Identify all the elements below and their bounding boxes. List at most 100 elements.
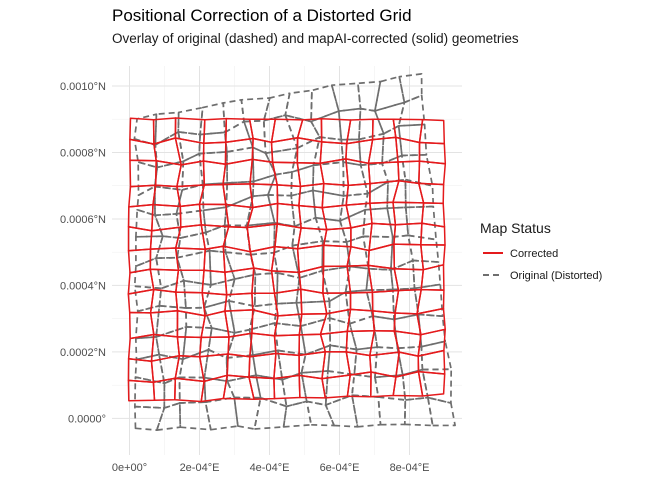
- x-axis-ticks: 0e+00° 2e-04°E 4e-04°E 6e-04°E 8e-04°E: [112, 462, 430, 474]
- corrected-grid-cell: [149, 310, 179, 338]
- corrected-grid-cell: [149, 288, 179, 314]
- corrected-grid-cell: [371, 289, 400, 314]
- corrected-grid-cell: [321, 351, 351, 380]
- corrected-grid-cell: [174, 224, 206, 251]
- original-grid-cell: [225, 354, 257, 383]
- legend-title: Map Status: [480, 220, 551, 236]
- y-tick-label: 0.0008°N: [60, 147, 106, 159]
- corrected-grid-cell: [248, 376, 276, 400]
- corrected-grid-cell: [198, 353, 229, 383]
- x-tick-label: 4e-04°E: [250, 462, 290, 474]
- original-grid-cell: [364, 181, 389, 211]
- original-grid-cell: [133, 257, 163, 290]
- original-grid-cell: [339, 192, 369, 222]
- original-grid-cell: [413, 283, 444, 318]
- corrected-grid-cell: [392, 201, 425, 226]
- panel-gridlines: [112, 66, 462, 455]
- corrected-grid-cell: [420, 243, 446, 271]
- corrected-grid-cell: [276, 202, 302, 229]
- original-grid-cell: [365, 288, 395, 321]
- original-grid-cell: [314, 216, 348, 243]
- original-grid-cell: [390, 234, 414, 271]
- original-grid-cell: [357, 80, 382, 112]
- corrected-grid-cell: [129, 117, 155, 145]
- original-grid-cell: [404, 205, 437, 241]
- y-tick-label: 0.0006°N: [60, 214, 106, 226]
- original-grid-cell: [401, 153, 434, 187]
- corrected-grid-cell: [224, 309, 254, 338]
- corrected-grid-cell: [270, 270, 302, 295]
- original-grid-cell: [262, 114, 299, 155]
- original-grid-cell: [203, 348, 229, 383]
- corrected-grid-cell: [175, 291, 206, 317]
- corrected-grid-cell: [222, 225, 252, 253]
- original-grid-cell: [155, 326, 188, 361]
- y-tick-label: 0.0000°: [68, 413, 106, 425]
- original-grid-cell: [312, 189, 345, 222]
- original-grid-cell: [330, 82, 362, 112]
- original-grid-cell: [175, 209, 207, 239]
- original-grid-cell: [177, 106, 204, 136]
- corrected-grid-cell: [372, 310, 396, 332]
- chart-subtitle: Overlay of original (dashed) and mapAI-c…: [112, 31, 519, 46]
- corrected-grid-cell: [203, 245, 226, 273]
- corrected-grid-cell: [417, 370, 446, 397]
- x-tick-label: 8e-04°E: [390, 462, 430, 474]
- original-grid-cell: [177, 131, 201, 163]
- original-grid-cell: [327, 344, 358, 376]
- original-grid-cell: [358, 107, 385, 141]
- corrected-grid-cell: [127, 203, 154, 232]
- original-grid-cell: [155, 402, 182, 431]
- corrected-grid-cell: [418, 118, 446, 145]
- corrected-grid-cell: [128, 311, 155, 340]
- original-grid-cell: [136, 185, 156, 217]
- original-grid-cell: [337, 107, 362, 141]
- x-tick-label: 0e+00°: [112, 462, 147, 474]
- original-grid-cell: [185, 306, 213, 329]
- original-grid-cell: [267, 194, 296, 228]
- corrected-grid-cell: [298, 182, 325, 209]
- corrected-grid-cell: [418, 141, 447, 165]
- original-grid-cell: [248, 302, 278, 331]
- original-grid-cell: [251, 173, 277, 198]
- corrected-grid-cell: [179, 203, 203, 228]
- corrected-grid-cell: [418, 182, 445, 205]
- corrected-grid-cell: [153, 137, 182, 166]
- corrected-grid-cell: [198, 336, 230, 358]
- original-grid-cell: [407, 234, 440, 263]
- original-grid-cell: [381, 125, 403, 165]
- original-grid-cell: [290, 164, 315, 197]
- original-grid-cell: [204, 396, 239, 431]
- original-grid-cell: [393, 313, 423, 350]
- original-grid-cell: [228, 300, 256, 334]
- corrected-grid-cell: [349, 291, 374, 312]
- original-grid-cell: [421, 368, 453, 404]
- original-grid-cell: [155, 304, 188, 338]
- original-grid-cell: [202, 206, 228, 234]
- corrected-grid-cell: [296, 244, 325, 274]
- original-grid-cell: [207, 327, 236, 359]
- corrected-grid-cell: [298, 312, 328, 336]
- original-grid-cell: [277, 349, 307, 381]
- original-grid-cell: [284, 89, 313, 123]
- original-grid-cell: [362, 207, 394, 238]
- original-grid-cell: [178, 401, 212, 431]
- original-grid-cell: [398, 73, 423, 104]
- corrected-grid-cell: [298, 265, 325, 294]
- original-grid-cell: [155, 256, 185, 290]
- corrected-grid-cell: [151, 203, 182, 232]
- original-grid-cell: [351, 394, 382, 428]
- original-grid-cell: [233, 396, 262, 430]
- original-grid-cell: [351, 373, 380, 398]
- corrected-grid-cell: [416, 288, 445, 315]
- original-grid-cell: [310, 84, 340, 123]
- original-grid-cell: [365, 267, 394, 292]
- x-tick-label: 6e-04°E: [320, 462, 360, 474]
- original-grid-cell: [300, 344, 332, 374]
- y-axis-ticks: 0.0000° 0.0002°N 0.0004°N 0.0006°N 0.0008°N 0…: [60, 81, 106, 425]
- original-grid-cell: [137, 161, 159, 197]
- original-grid-cell: [374, 75, 406, 112]
- original-grid-cell: [240, 97, 271, 123]
- original-grid-cell: [404, 178, 435, 209]
